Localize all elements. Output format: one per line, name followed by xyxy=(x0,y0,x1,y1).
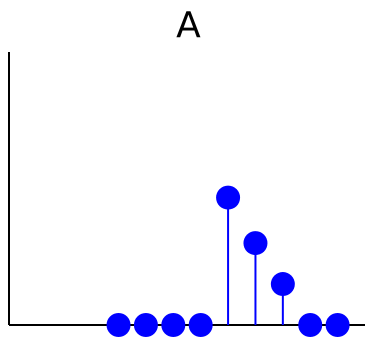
stem-marker-3 xyxy=(188,313,213,337)
stem-marker-7 xyxy=(298,313,323,337)
stem-marker-8 xyxy=(325,313,350,337)
stem-marker-4 xyxy=(216,185,241,210)
stem-lines xyxy=(227,197,284,325)
stem-marker-0 xyxy=(106,313,131,337)
chart-title: A xyxy=(176,5,201,46)
stem-marker-5 xyxy=(243,231,268,256)
stem-markers xyxy=(106,185,350,337)
stem-marker-6 xyxy=(270,272,295,297)
stem-marker-1 xyxy=(133,313,158,337)
stem-marker-2 xyxy=(161,313,186,337)
